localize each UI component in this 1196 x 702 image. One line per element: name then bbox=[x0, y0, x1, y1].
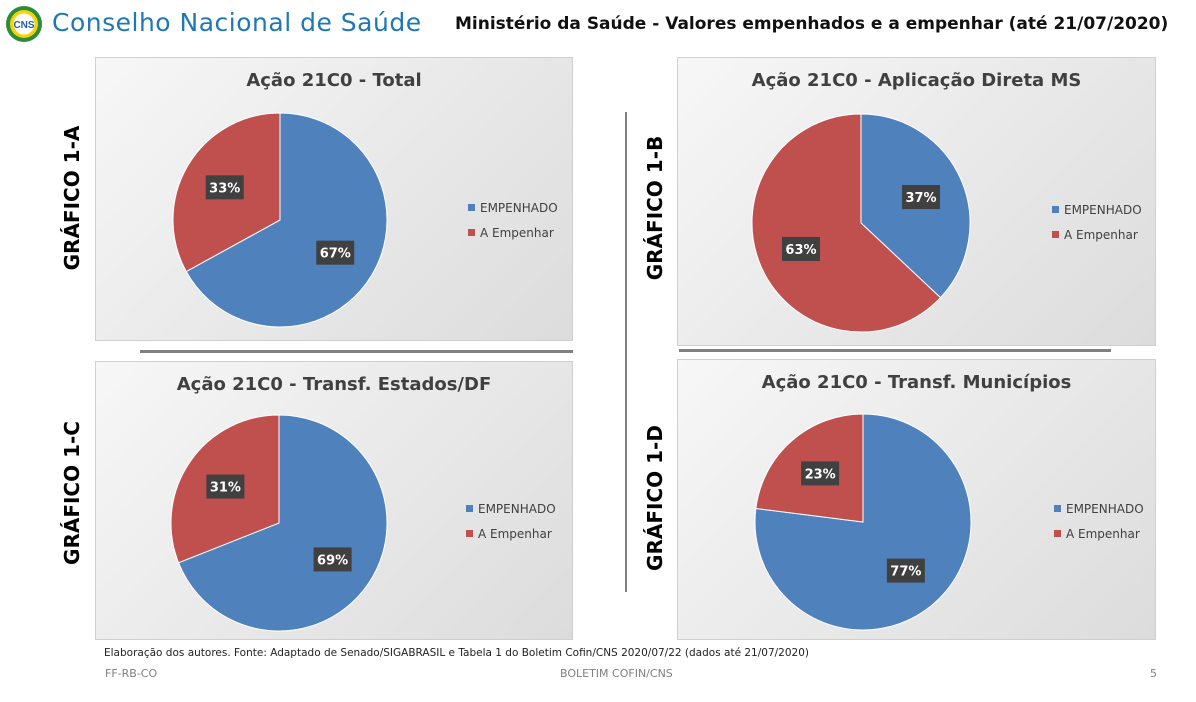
data-label-a-empenhar: 31% bbox=[206, 474, 245, 499]
legend-item-a-empenhar: A Empenhar bbox=[466, 521, 556, 546]
page-subtitle: Ministério da Saúde - Valores empenhados… bbox=[455, 14, 1169, 34]
source-note: Elaboração dos autores. Fonte: Adaptado … bbox=[104, 647, 809, 659]
pie-slice-empenhado bbox=[185, 112, 388, 328]
pie-chart: 69% 31% bbox=[170, 414, 388, 632]
legend-item-empenhado: EMPENHADO bbox=[1054, 496, 1144, 521]
data-label-text: 67% bbox=[320, 247, 351, 262]
legend-swatch-a-empenhar bbox=[468, 229, 475, 236]
chart-label-1a: GRÁFICO 1-A bbox=[60, 125, 84, 271]
data-label-a-empenhar: 63% bbox=[781, 236, 820, 261]
chart-title: Ação 21C0 - Transf. Municípios bbox=[761, 372, 1072, 393]
data-label-box bbox=[801, 461, 840, 486]
cns-logo: CNS bbox=[6, 6, 42, 42]
chart-panel-1c: Ação 21C0 - Transf. Estados/DF 69% 31% EM… bbox=[95, 361, 573, 640]
pie-slice-a-empenhar bbox=[751, 113, 942, 333]
svg-text:CNS: CNS bbox=[13, 20, 34, 31]
chart-legend: EMPENHADO A Empenhar bbox=[466, 496, 556, 546]
data-label-text: 33% bbox=[209, 181, 240, 196]
legend-label: A Empenhar bbox=[1066, 526, 1140, 541]
separator-right bbox=[679, 349, 1111, 352]
chart-legend: EMPENHADO A Empenhar bbox=[1054, 496, 1144, 546]
legend-item-empenhado: EMPENHADO bbox=[1052, 197, 1142, 222]
chart-panel-1d: Ação 21C0 - Transf. Municípios 77% 23% EM… bbox=[677, 359, 1156, 640]
data-label-a-empenhar: 33% bbox=[205, 175, 244, 200]
pie-chart: 37% 63% bbox=[751, 113, 971, 333]
data-label-box bbox=[902, 185, 941, 210]
legend-label: A Empenhar bbox=[480, 225, 554, 240]
chart-label-1d: GRÁFICO 1-D bbox=[643, 425, 667, 571]
chart-title: Ação 21C0 - Total bbox=[246, 70, 422, 91]
legend-label: EMPENHADO bbox=[1064, 202, 1142, 217]
chart-panel-1b: Ação 21C0 - Aplicação Direta MS 37% 63% E… bbox=[677, 57, 1156, 346]
legend-label: A Empenhar bbox=[478, 526, 552, 541]
legend-item-empenhado: EMPENHADO bbox=[468, 195, 558, 220]
legend-label: A Empenhar bbox=[1064, 227, 1138, 242]
pie-slice-empenhado bbox=[177, 414, 388, 632]
legend-item-empenhado: EMPENHADO bbox=[466, 496, 556, 521]
pie-chart: 77% 23% bbox=[754, 413, 972, 631]
data-label-empenhado: 77% bbox=[886, 558, 925, 583]
legend-label: EMPENHADO bbox=[1066, 501, 1144, 516]
legend-swatch-empenhado bbox=[466, 505, 473, 512]
page-number: 5 bbox=[1150, 667, 1157, 680]
chart-label-1c: GRÁFICO 1-C bbox=[60, 421, 84, 565]
legend-item-a-empenhar: A Empenhar bbox=[468, 220, 558, 245]
chart-legend: EMPENHADO A Empenhar bbox=[1052, 197, 1142, 247]
data-label-text: 31% bbox=[210, 481, 241, 496]
legend-item-a-empenhar: A Empenhar bbox=[1054, 521, 1144, 546]
legend-swatch-empenhado bbox=[468, 204, 475, 211]
data-label-empenhado: 67% bbox=[316, 240, 355, 265]
data-label-empenhado: 37% bbox=[902, 185, 941, 210]
chart-legend: EMPENHADO A Empenhar bbox=[468, 195, 558, 245]
data-label-text: 23% bbox=[805, 467, 836, 482]
footer-center: BOLETIM COFIN/CNS bbox=[560, 667, 673, 680]
data-label-text: 37% bbox=[905, 191, 936, 206]
legend-label: EMPENHADO bbox=[480, 200, 558, 215]
pie-chart: 67% 33% bbox=[172, 112, 388, 328]
legend-swatch-empenhado bbox=[1052, 206, 1059, 213]
legend-swatch-a-empenhar bbox=[1052, 231, 1059, 238]
chart-label-1b: GRÁFICO 1-B bbox=[643, 135, 667, 281]
data-label-box bbox=[886, 558, 925, 583]
legend-swatch-empenhado bbox=[1054, 505, 1061, 512]
data-label-a-empenhar: 23% bbox=[801, 461, 840, 486]
org-title: Conselho Nacional de Saúde bbox=[52, 8, 422, 37]
data-label-text: 69% bbox=[317, 553, 348, 568]
data-label-text: 77% bbox=[890, 565, 921, 580]
data-label-empenhado: 69% bbox=[313, 547, 352, 572]
data-label-box bbox=[313, 547, 352, 572]
footer-left: FF-RB-CO bbox=[105, 667, 158, 680]
data-label-box bbox=[206, 474, 245, 499]
legend-swatch-a-empenhar bbox=[1054, 530, 1061, 537]
data-label-text: 63% bbox=[785, 243, 816, 258]
chart-panel-1a: Ação 21C0 - Total 67% 33% EMPENHADO A Emp… bbox=[95, 57, 573, 341]
chart-title: Ação 21C0 - Aplicação Direta MS bbox=[751, 70, 1082, 91]
legend-label: EMPENHADO bbox=[478, 501, 556, 516]
separator-vertical bbox=[625, 112, 627, 592]
legend-swatch-a-empenhar bbox=[466, 530, 473, 537]
data-label-box bbox=[781, 236, 820, 261]
legend-item-a-empenhar: A Empenhar bbox=[1052, 222, 1142, 247]
data-label-box bbox=[205, 175, 244, 200]
chart-title: Ação 21C0 - Transf. Estados/DF bbox=[176, 374, 492, 395]
separator-left bbox=[140, 350, 573, 353]
data-label-box bbox=[316, 240, 355, 265]
